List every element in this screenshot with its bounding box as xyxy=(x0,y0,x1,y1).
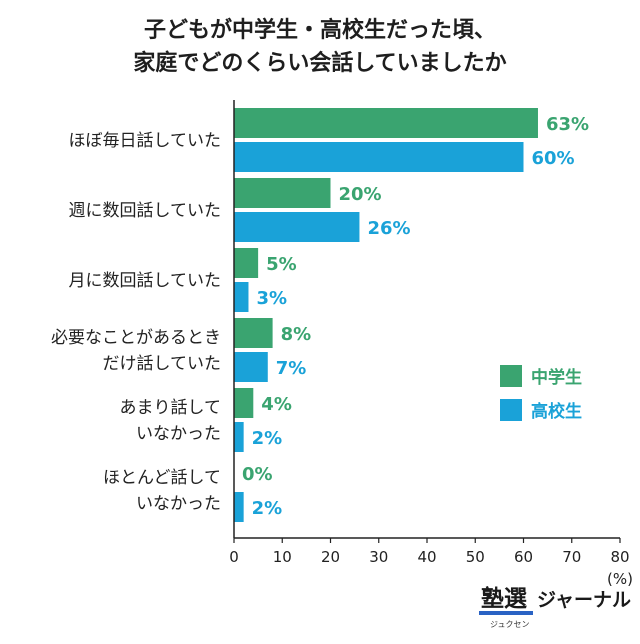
legend-label-jhs: 中学生 xyxy=(531,367,582,388)
value-label-hs-3: 7% xyxy=(276,358,307,379)
value-label-hs-2: 3% xyxy=(256,288,287,309)
category-label-3-line-1: だけ話していた xyxy=(103,354,222,374)
bar-jhs-3 xyxy=(234,318,273,348)
value-label-jhs-2: 5% xyxy=(266,254,297,275)
value-label-hs-4: 2% xyxy=(252,428,283,449)
chart-title-line-1: 子どもが中学生・高校生だった頃、 xyxy=(143,18,496,43)
x-tick-label-50: 50 xyxy=(466,548,485,566)
category-label-0-line-0: ほぼ毎日話していた xyxy=(69,131,222,151)
legend-swatch-hs xyxy=(500,399,522,421)
category-label-4-line-1: いなかった xyxy=(136,424,221,444)
bar-hs-0 xyxy=(234,142,524,172)
x-tick-label-0: 0 xyxy=(229,548,239,566)
bar-hs-2 xyxy=(234,282,249,312)
bar-jhs-2 xyxy=(234,248,259,278)
unit-label: (%) xyxy=(607,570,633,588)
bar-hs-4 xyxy=(234,422,244,452)
category-label-5-line-0: ほとんど話して xyxy=(103,468,221,488)
x-tick-label-80: 80 xyxy=(610,548,629,566)
x-tick-label-30: 30 xyxy=(369,548,388,566)
category-labels: ほぼ毎日話していた週に数回話していた月に数回話していた必要なことがあるときだけ話… xyxy=(51,131,221,514)
value-label-hs-0: 60% xyxy=(532,148,575,169)
bar-hs-1 xyxy=(234,212,360,242)
bar-hs-3 xyxy=(234,352,268,382)
chart-title: 子どもが中学生・高校生だった頃、 家庭でどのくらい会話していましたか xyxy=(0,14,640,80)
value-label-jhs-1: 20% xyxy=(339,184,382,205)
value-label-jhs-3: 8% xyxy=(281,324,312,345)
x-tick-label-40: 40 xyxy=(417,548,436,566)
logo-main: 塾選 xyxy=(481,585,527,612)
x-tick-label-70: 70 xyxy=(562,548,581,566)
value-label-jhs-5: 0% xyxy=(242,464,273,485)
logo: 塾選 ジュクセン ジャーナル xyxy=(479,585,631,629)
bars-layer: 63% 60% 20% 26% 5% 3% 8% 7% 4% 2% 0% 2% xyxy=(234,108,589,522)
value-label-hs-1: 26% xyxy=(367,218,410,239)
legend-swatch-jhs xyxy=(500,365,522,387)
bar-hs-5 xyxy=(234,492,244,522)
bar-jhs-4 xyxy=(234,388,254,418)
value-label-jhs-4: 4% xyxy=(261,394,292,415)
value-label-hs-5: 2% xyxy=(252,498,283,519)
category-label-5-line-1: いなかった xyxy=(136,494,221,514)
logo-reading: ジュクセン xyxy=(490,620,529,629)
chart-title-line-2: 家庭でどのくらい会話していましたか xyxy=(133,51,507,76)
category-label-4-line-0: あまり話して xyxy=(120,398,222,418)
category-label-2-line-0: 月に数回話していた xyxy=(69,271,222,291)
bar-jhs-1 xyxy=(234,178,331,208)
legend-label-hs: 高校生 xyxy=(531,401,582,422)
category-label-1-line-0: 週に数回話していた xyxy=(69,201,222,221)
category-label-3-line-0: 必要なことがあるとき xyxy=(51,328,221,348)
x-tick-label-60: 60 xyxy=(514,548,533,566)
x-axis: 0 10 20 30 40 50 60 70 80 (%) xyxy=(229,100,633,588)
bar-jhs-0 xyxy=(234,108,538,138)
x-tick-label-10: 10 xyxy=(273,548,292,566)
x-tick-label-20: 20 xyxy=(321,548,340,566)
value-label-jhs-0: 63% xyxy=(546,114,589,135)
logo-sub: ジャーナル xyxy=(537,589,631,611)
logo-underline xyxy=(479,611,533,615)
